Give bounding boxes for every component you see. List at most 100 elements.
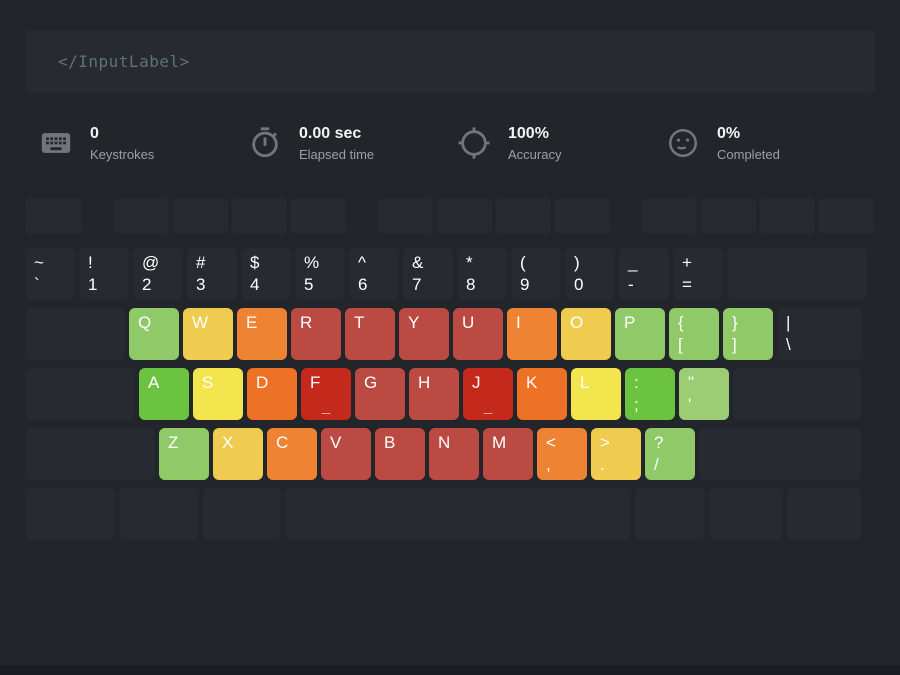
- key-f6: [437, 198, 492, 234]
- key-tab: [25, 308, 125, 360]
- key-q: Q: [129, 308, 179, 360]
- key-v: V: [321, 428, 371, 480]
- key-u: U: [453, 308, 503, 360]
- key-f11: [760, 198, 815, 234]
- homing-bar: _: [483, 399, 493, 416]
- key-period: >.: [591, 428, 641, 480]
- stopwatch-icon: [248, 126, 282, 160]
- keystrokes-label: Keystrokes: [90, 147, 155, 162]
- key-o: O: [561, 308, 611, 360]
- elapsed-time-value: 0.00 sec: [299, 125, 362, 142]
- key-space: [285, 488, 631, 540]
- key-6: ^ 6: [349, 248, 399, 300]
- key-backquote: ~ `: [25, 248, 75, 300]
- elapsed-time-label: Elapsed time: [299, 147, 375, 162]
- key-f2: [173, 198, 228, 234]
- key-t: T: [345, 308, 395, 360]
- key-esc: [25, 198, 82, 234]
- key-shift-right: [699, 428, 861, 480]
- keyboard-gap: [350, 198, 374, 234]
- key-g: G: [355, 368, 405, 420]
- footer-strip: [0, 665, 900, 675]
- stat-keystrokes: 0 Keystrokes: [39, 124, 248, 162]
- key-bracket-left: {[: [669, 308, 719, 360]
- function-row: [25, 198, 875, 234]
- stat-elapsed-time: 0.00 sec Elapsed time: [248, 124, 457, 162]
- smiley-icon: [666, 126, 700, 160]
- keystrokes-value: 0: [90, 125, 99, 142]
- home-row: A S D F _ G H J _ K L:; " ': [25, 368, 875, 420]
- key-ctrl-right: [787, 488, 861, 540]
- key-d: D: [247, 368, 297, 420]
- key-i: I: [507, 308, 557, 360]
- key-k: K: [517, 368, 567, 420]
- key-n: N: [429, 428, 479, 480]
- accuracy-value: 100%: [508, 125, 549, 142]
- key-z: Z: [159, 428, 209, 480]
- key-b: B: [375, 428, 425, 480]
- key-capslock: [25, 368, 135, 420]
- key-meta-right: [709, 488, 783, 540]
- key-s: S: [193, 368, 243, 420]
- key-shift-left: [25, 428, 155, 480]
- key-f7: [496, 198, 551, 234]
- key-comma: <,: [537, 428, 587, 480]
- bottom-letter-row: Z X C V B N M <, >.? /: [25, 428, 875, 480]
- key-f: F _: [301, 368, 351, 420]
- key-f8: [555, 198, 610, 234]
- key-w: W: [183, 308, 233, 360]
- key-1: ! 1: [79, 248, 129, 300]
- space-row: [25, 488, 875, 540]
- number-row: ~ `! 1 @2 #3 $4% 5 ^ 6 & 7 * 8(9) 0 _ - + =: [25, 248, 875, 300]
- completed-label: Completed: [717, 147, 780, 162]
- keyboard-icon: [39, 126, 73, 160]
- key-p: P: [615, 308, 665, 360]
- crosshair-icon: [457, 126, 491, 160]
- key-l: L: [571, 368, 621, 420]
- key-f5: [378, 198, 433, 234]
- key-3: #3: [187, 248, 237, 300]
- key-quote: " ': [679, 368, 729, 420]
- completed-value: 0%: [717, 125, 741, 142]
- key-r: R: [291, 308, 341, 360]
- key-e: E: [237, 308, 287, 360]
- key-alt-right: [635, 488, 705, 540]
- key-f4: [291, 198, 346, 234]
- key-x: X: [213, 428, 263, 480]
- key-f1: [114, 198, 169, 234]
- key-5: % 5: [295, 248, 345, 300]
- accuracy-label: Accuracy: [508, 147, 562, 162]
- key-backslash: | \: [777, 308, 863, 360]
- stats-bar: 0 Keystrokes 0.00 sec Elapsed time 100% …: [25, 124, 875, 162]
- key-8: * 8: [457, 248, 507, 300]
- keyboard-gap: [86, 198, 110, 234]
- key-7: & 7: [403, 248, 453, 300]
- typing-input[interactable]: </InputLabel>: [25, 30, 875, 93]
- key-0: ) 0: [565, 248, 615, 300]
- key-ctrl-left: [25, 488, 115, 540]
- key-equals: + =: [673, 248, 723, 300]
- stat-accuracy: 100% Accuracy: [457, 124, 666, 162]
- key-m: M: [483, 428, 533, 480]
- typing-practice-app: </InputLabel> 0 Keystrokes 0.00 sec Elap…: [25, 0, 875, 540]
- key-semicolon: :;: [625, 368, 675, 420]
- input-placeholder-label: </InputLabel>: [58, 52, 190, 71]
- stat-completed: 0% Completed: [666, 124, 875, 162]
- key-backspace: [727, 248, 867, 300]
- key-j: J _: [463, 368, 513, 420]
- key-meta-left: [119, 488, 199, 540]
- key-9: (9: [511, 248, 561, 300]
- key-enter: [733, 368, 861, 420]
- key-f3: [232, 198, 287, 234]
- key-f9: [642, 198, 697, 234]
- key-h: H: [409, 368, 459, 420]
- key-y: Y: [399, 308, 449, 360]
- key-alt-left: [203, 488, 281, 540]
- keyboard: ~ `! 1 @2 #3 $4% 5 ^ 6 & 7 * 8(9) 0 _ - + = Q W E R T Y U I O P{[}]…: [25, 198, 875, 540]
- keyboard-gap: [614, 198, 638, 234]
- key-2: @2: [133, 248, 183, 300]
- key-minus: _ -: [619, 248, 669, 300]
- homing-bar: _: [321, 399, 331, 416]
- key-bracket-right: }]: [723, 308, 773, 360]
- key-c: C: [267, 428, 317, 480]
